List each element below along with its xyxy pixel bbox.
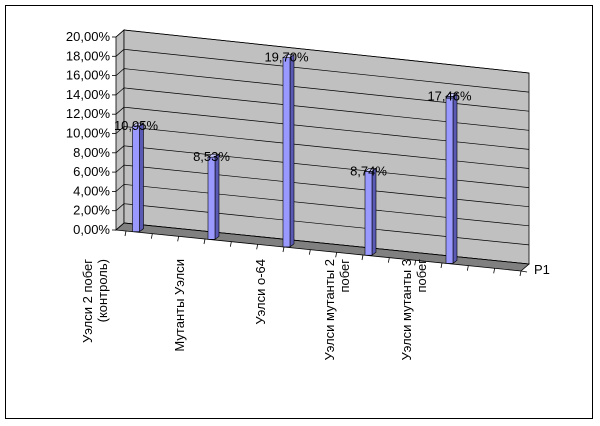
bar-chart: 0,00% 2,00% 4,00% 6,00% 8,00% 10,00% 12,00% 14,… [66,29,550,361]
bar-side [289,54,295,248]
x-tick-mark [150,233,153,239]
bar-side [371,167,377,256]
data-labels: 10,95% 8,53% 19,70% 8,74% 17,46% [114,50,472,179]
gridline [123,106,530,150]
x-tick-mark [466,265,469,271]
category-label: Уэлси мутанты 2побег [322,259,352,361]
bar [364,167,377,256]
bar-top [207,153,220,158]
gridline-side [115,222,125,231]
bar [282,54,295,248]
gridline [123,48,530,93]
x-tick-mark [519,270,522,277]
y-tick-label: 2,00% [73,203,110,218]
x-tick-mark [440,262,443,269]
y-tick-label: 18,00% [66,48,111,63]
gridline [123,68,530,112]
data-label: 19,70% [264,50,309,65]
data-label: 8,53% [193,149,230,164]
gridline-side [115,29,125,38]
category-label: Мутанты Уэлси [172,259,187,352]
chart-frame: 0,00% 2,00% 4,00% 6,00% 8,00% 10,00% 12,00% 14,… [5,5,593,419]
gridline-side [115,87,125,96]
x-tick-mark [387,257,390,263]
gridline [123,87,530,131]
x-tick-mark [308,249,311,255]
gridlines [112,29,530,277]
gridline-side [115,184,125,192]
x-tick-mark [177,236,180,242]
x-tick-mark [414,260,417,266]
data-label: 17,46% [427,88,472,103]
gridline-side [115,126,125,134]
bar-front [132,125,140,232]
bar-side [139,122,144,233]
gridline [123,222,530,265]
y-tick-label: 16,00% [66,68,111,83]
gridline [123,164,530,208]
y-tick-label: 20,00% [66,29,111,44]
x-tick-mark [124,230,127,237]
gridline-side [115,164,125,173]
category-label: Уэлси 2 побег(контроль) [80,259,110,343]
bar [131,122,145,233]
bar-front [445,96,454,264]
y-tick-label: 14,00% [66,87,111,102]
gridline-side [115,203,125,211]
bar-front [207,156,216,240]
gridline-side [115,145,125,154]
bar-side [452,92,458,265]
bar-side [214,153,220,240]
bar-front [282,57,291,248]
gridline-side [115,106,125,115]
bar-top [282,54,295,58]
data-label: 10,95% [114,118,159,133]
y-axis-ticks: 0,00% 2,00% 4,00% 6,00% 8,00% 10,00% 12,00% 14,… [66,29,111,237]
x-tick-mark [361,254,364,261]
data-label: 8,74% [350,163,387,178]
depth-tick-mark [520,270,528,273]
y-tick-label: 4,00% [73,183,110,198]
y-tick-label: 8,00% [73,145,110,160]
x-tick-mark [282,246,285,253]
bar-top [445,93,458,97]
series-label: Р1 [534,262,550,277]
y-tick-label: 10,00% [66,126,111,141]
bar-top [364,168,377,172]
category-label: Уэлси о-64 [253,259,268,325]
y-tick-label: 6,00% [73,164,110,179]
category-labels: Уэлси 2 побег(контроль) Мутанты Уэлси Уэлс… [80,259,429,361]
gridline [123,184,530,227]
gridline [123,126,530,169]
x-tick-mark [229,241,232,247]
gridline [123,203,530,246]
gridline [123,145,530,188]
x-tick-mark [335,252,338,258]
y-tick-label: 0,00% [73,222,110,237]
x-tick-mark [256,244,259,250]
y-tick-label: 12,00% [66,106,111,121]
bar-top [131,122,145,127]
x-tick-mark [493,268,496,274]
gridline-side [115,68,125,76]
x-tick-mark [203,238,206,245]
series-axis-label: Р1 [520,262,550,277]
gridline [123,29,530,74]
bar [207,153,220,240]
bar [445,92,458,265]
bar-front [364,171,373,256]
bars [131,54,458,265]
gridline-side [115,49,125,57]
category-label: Уэлси мутанты 3побег [399,259,429,361]
